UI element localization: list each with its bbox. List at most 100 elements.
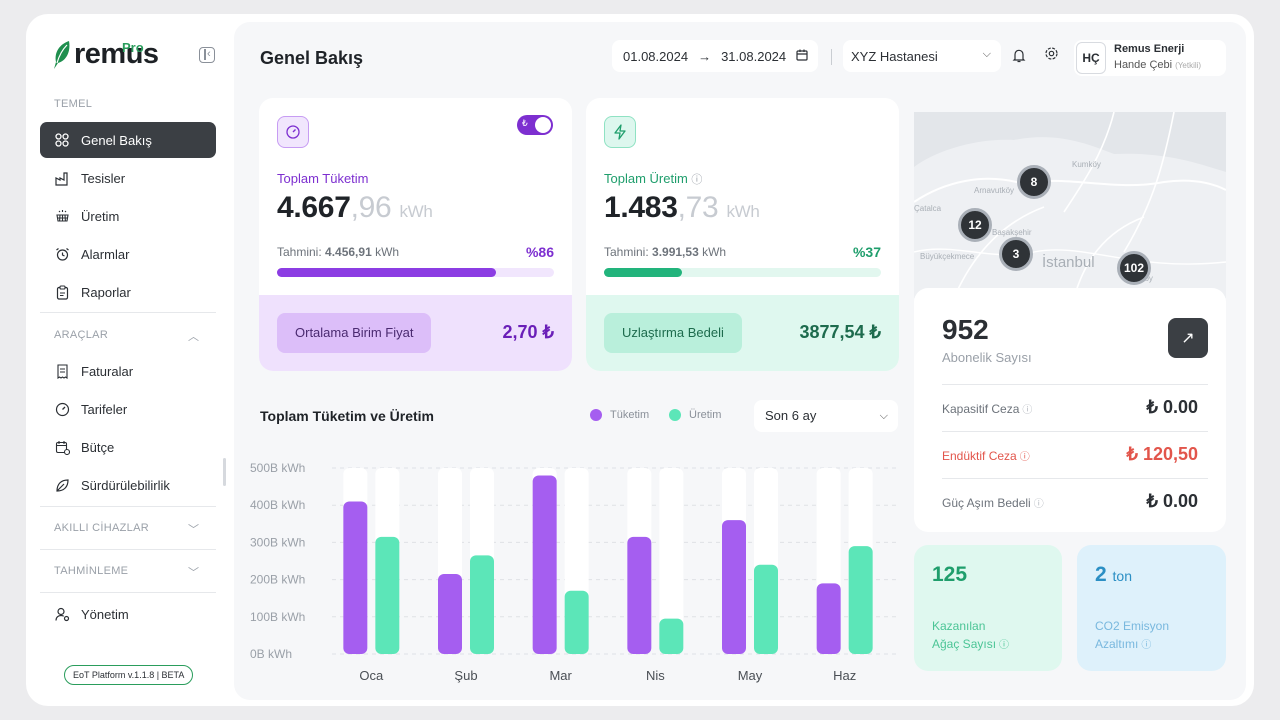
production-label: Toplam Üretim ⓘ xyxy=(604,171,702,187)
factory-icon xyxy=(54,170,70,186)
map-marker[interactable]: 12 xyxy=(958,208,992,242)
external-link-button[interactable]: ↗ xyxy=(1168,318,1208,358)
bar-production xyxy=(470,555,494,654)
production-progress xyxy=(604,268,881,277)
sidebar-item-admin[interactable]: Yönetim xyxy=(40,596,216,632)
co2-label-line1: CO2 Emisyon xyxy=(1095,619,1170,633)
gear-icon[interactable] xyxy=(1044,46,1059,65)
legend-swatch xyxy=(590,409,602,421)
alarm-clock-icon xyxy=(54,246,70,262)
toggle-currency-symbol: ₺ xyxy=(522,118,528,128)
header-separator xyxy=(831,49,832,65)
legend-label: Üretim xyxy=(689,409,722,421)
value-decimal: ,96 xyxy=(350,191,392,224)
stat-label: Kapasitif Ceza ⓘ xyxy=(942,401,1032,416)
period-select[interactable]: Son 6 ay ⌵ xyxy=(754,400,898,432)
info-icon[interactable]: ⓘ xyxy=(1141,640,1152,651)
legend-item-production[interactable]: Üretim xyxy=(669,409,721,421)
chevron-down-icon[interactable]: ﹀ xyxy=(188,524,199,536)
user-name: Hande Çebi xyxy=(1114,59,1173,71)
sidebar-scrollbar[interactable] xyxy=(223,458,226,486)
company-name: Remus Enerji xyxy=(1114,43,1185,55)
bell-icon[interactable] xyxy=(1012,48,1026,66)
sidebar-item-reports[interactable]: Raporlar xyxy=(40,274,216,310)
production-percent: %37 xyxy=(852,244,881,260)
bar-consumption xyxy=(722,520,746,654)
map-label: Kumköy xyxy=(1072,160,1101,169)
date-range-picker[interactable]: 01.08.2024 → 31.08.2024 xyxy=(612,40,818,72)
sidebar-item-label: Bütçe xyxy=(81,439,115,455)
sidebar-item-sustainability[interactable]: Sürdürülebilirlik xyxy=(40,467,216,503)
info-icon[interactable]: ⓘ xyxy=(1019,452,1030,463)
sidebar-item-overview[interactable]: Genel Bakış xyxy=(40,122,216,158)
value-decimal: ,73 xyxy=(677,191,719,224)
section-label-forecast[interactable]: TAHMİNLEME xyxy=(54,565,129,577)
brand-name: remus xyxy=(74,38,159,70)
map-marker[interactable]: 8 xyxy=(1017,165,1051,199)
hospital-select-value: XYZ Hastanesi xyxy=(851,48,938,64)
avatar: HÇ xyxy=(1076,42,1106,74)
sidebar-item-tariffs[interactable]: Tarifeler xyxy=(40,391,216,427)
consumption-card: ₺ Toplam Tüketim 4.667,96 kWh Tahmini: 4… xyxy=(259,98,572,371)
consumption-progress xyxy=(277,268,554,277)
co2-unit: ton xyxy=(1112,568,1132,584)
stat-label-text: Endüktif Ceza xyxy=(942,449,1017,463)
estimate-label: Tahmini: xyxy=(277,245,322,259)
leaf-icon xyxy=(54,477,70,493)
clipboard-icon xyxy=(54,284,70,300)
legend-label: Tüketim xyxy=(610,409,650,421)
sidebar-item-facilities[interactable]: Tesisler xyxy=(40,160,216,196)
estimate-value: 4.456,91 xyxy=(325,245,372,259)
app-window: remus Pro ‹ TEMEL Genel Bakış Tesisler Ü… xyxy=(26,14,1254,706)
collapse-sidebar-button[interactable]: ‹ xyxy=(199,47,215,63)
bar-consumption xyxy=(627,536,652,654)
sidebar-item-budget[interactable]: Bütçe xyxy=(40,429,216,465)
co2-reduction-card: 2 ton CO2 Emisyon Azaltımı ⓘ xyxy=(1077,545,1226,671)
logo[interactable]: remus xyxy=(52,40,159,70)
user-menu[interactable]: HÇ Remus Enerji Hande Çebi (Yetkili) xyxy=(1074,40,1226,76)
subscription-label: Abonelik Sayısı xyxy=(942,350,1032,365)
avg-unit-price-button[interactable]: Ortalama Birim Fiyat xyxy=(277,313,432,353)
production-label-text: Toplam Üretim xyxy=(604,171,688,186)
user-role: (Yetkili) xyxy=(1175,61,1202,70)
info-icon[interactable]: ⓘ xyxy=(1022,405,1033,416)
y-tick-label: 300B kWh xyxy=(250,535,305,549)
co2-label: CO2 Emisyon Azaltımı ⓘ xyxy=(1095,617,1205,655)
bar-production xyxy=(754,564,778,654)
chart-title: Toplam Tüketim ve Üretim xyxy=(260,408,435,424)
chevron-up-icon[interactable]: ︿ xyxy=(188,331,199,343)
sidebar-divider xyxy=(40,592,216,593)
info-icon[interactable]: ⓘ xyxy=(999,640,1010,651)
stat-row-capacitive: Kapasitif Ceza ⓘ ₺ 0.00 xyxy=(942,384,1208,430)
chevron-down-icon[interactable]: ﹀ xyxy=(188,567,199,579)
sidebar-item-alarms[interactable]: Alarmlar xyxy=(40,236,216,272)
estimate-unit: kWh xyxy=(702,245,727,259)
facility-map[interactable]: Kumköy Arnavutköy Başakşehir Büyükçekmec… xyxy=(914,112,1226,298)
trees-saved-card: 125 Kazanılan Ağaç Sayısı ⓘ xyxy=(914,545,1062,671)
sidebar-item-production[interactable]: Üretim xyxy=(40,198,216,234)
estimate-value: 3.991,53 xyxy=(652,245,699,259)
consumption-footer: Ortalama Birim Fiyat 2,70 ₺ xyxy=(259,295,572,371)
settlement-fee-button[interactable]: Uzlaştırma Bedeli xyxy=(604,313,742,353)
section-label-devices[interactable]: AKILLI CİHAZLAR xyxy=(54,522,149,534)
info-icon[interactable]: ⓘ xyxy=(691,174,703,186)
arrow-right-icon: → xyxy=(698,48,712,64)
value-unit: kWh xyxy=(399,202,433,221)
arrow-up-right-icon: ↗ xyxy=(1181,330,1195,347)
invoice-icon xyxy=(54,363,70,379)
map-marker[interactable]: 3 xyxy=(999,237,1033,271)
map-background xyxy=(914,112,1226,298)
map-marker[interactable]: 102 xyxy=(1117,251,1151,285)
chevron-down-icon: ⌵ xyxy=(982,48,991,60)
currency-toggle[interactable]: ₺ xyxy=(517,115,553,135)
bar-production xyxy=(848,546,873,654)
hospital-select[interactable]: XYZ Hastanesi ⌵ xyxy=(843,40,1001,72)
x-tick-label: Oca xyxy=(359,668,384,683)
lightning-icon xyxy=(604,116,636,148)
x-tick-label: May xyxy=(738,668,763,683)
leaf-logo-icon xyxy=(54,41,70,69)
info-icon[interactable]: ⓘ xyxy=(1033,499,1044,510)
legend-item-consumption[interactable]: Tüketim xyxy=(590,409,649,421)
sidebar-item-invoices[interactable]: Faturalar xyxy=(40,353,216,389)
grid-icon xyxy=(54,132,70,148)
